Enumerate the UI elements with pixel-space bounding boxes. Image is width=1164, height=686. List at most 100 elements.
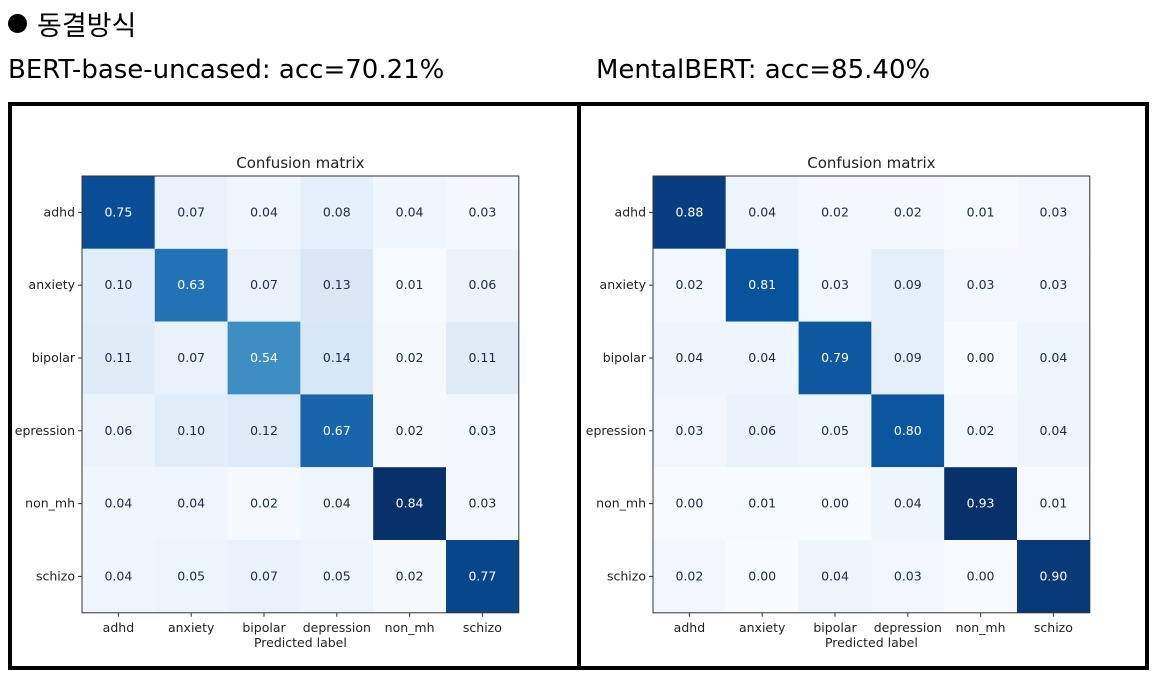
chart-frame-mentalbert: Confusion matrix 0.88 0.04 0.02 0.02 0.01 0.03… bbox=[577, 102, 1149, 670]
matrix-cell bbox=[82, 248, 155, 322]
y-tick-label: bipolar bbox=[32, 350, 76, 365]
matrix-cell bbox=[871, 467, 945, 540]
matrix-cell bbox=[1017, 248, 1090, 322]
cell-value-label: 0.04 bbox=[748, 350, 776, 365]
matrix-cell bbox=[798, 394, 872, 468]
x-tick-label: anxiety bbox=[739, 620, 786, 635]
matrix-cell bbox=[227, 394, 301, 468]
cell-value-label: 0.04 bbox=[748, 204, 776, 219]
chart-title: Confusion matrix bbox=[807, 154, 935, 172]
matrix-cell bbox=[82, 467, 155, 540]
matrix-cell bbox=[154, 176, 228, 249]
matrix-cell bbox=[871, 321, 945, 395]
confusion-matrix-mentalbert: Confusion matrix 0.88 0.04 0.02 0.02 0.01 0.03… bbox=[586, 154, 1091, 650]
cell-value-label: 0.03 bbox=[468, 423, 496, 438]
matrix-cell bbox=[725, 394, 799, 468]
matrix-cell bbox=[446, 540, 519, 613]
matrix-cell bbox=[154, 467, 228, 540]
plot-border bbox=[81, 175, 520, 614]
cell-value-label: 0.03 bbox=[468, 204, 496, 219]
matrix-cell bbox=[944, 248, 1017, 322]
bullet-icon bbox=[8, 14, 27, 33]
cell-value-label: 0.04 bbox=[396, 204, 424, 219]
matrix-cell bbox=[154, 248, 228, 322]
cell-value-label: 0.03 bbox=[468, 496, 496, 511]
cell-value-label: 0.02 bbox=[967, 423, 995, 438]
matrix-cell bbox=[227, 467, 301, 540]
cell-value-label: 0.02 bbox=[675, 568, 703, 583]
plot-border bbox=[652, 175, 1091, 614]
cell-value-label: 0.06 bbox=[104, 423, 132, 438]
cell-value-label: 0.04 bbox=[177, 496, 205, 511]
matrix-cell bbox=[798, 540, 872, 613]
x-axis-label: Predicted label bbox=[825, 635, 918, 650]
chart-frame-bert: Confusion matrix 0.75 0.07 0.04 0.08 0.04 0.03… bbox=[8, 102, 581, 670]
cell-value-label: 0.09 bbox=[894, 277, 922, 292]
cell-value-label: 0.10 bbox=[177, 423, 205, 438]
panel-title-bert: BERT-base-uncased: acc=70.21% bbox=[8, 55, 445, 85]
cell-value-label: 0.04 bbox=[250, 204, 278, 219]
x-tick-label: adhd bbox=[103, 620, 134, 635]
cell-value-label: 0.01 bbox=[967, 204, 995, 219]
matrix-cell bbox=[871, 176, 945, 249]
y-tick-label: epression bbox=[15, 423, 75, 438]
matrix-cell bbox=[653, 176, 726, 249]
matrix-cell bbox=[446, 321, 519, 395]
cell-value-label: 0.00 bbox=[675, 496, 703, 511]
cell-value-label: 0.05 bbox=[323, 568, 351, 583]
cell-value-label: 0.67 bbox=[323, 423, 351, 438]
matrix-cell bbox=[725, 540, 799, 613]
x-tick-label: depression bbox=[874, 620, 942, 635]
cell-value-label: 0.00 bbox=[967, 350, 995, 365]
matrix-cell bbox=[725, 248, 799, 322]
matrix-cell bbox=[154, 540, 228, 613]
cell-value-label: 0.07 bbox=[250, 568, 278, 583]
cell-value-label: 0.00 bbox=[821, 496, 849, 511]
cell-value-label: 0.04 bbox=[821, 568, 849, 583]
matrix-cell bbox=[798, 176, 872, 249]
cell-value-label: 0.02 bbox=[821, 204, 849, 219]
matrix-cell bbox=[82, 176, 155, 249]
x-axis-label: Predicted label bbox=[254, 635, 347, 650]
matrix-cell bbox=[446, 248, 519, 322]
cell-value-label: 0.03 bbox=[1039, 277, 1067, 292]
cell-value-label: 0.04 bbox=[1039, 423, 1067, 438]
matrix-cell bbox=[300, 321, 374, 395]
cell-value-label: 0.03 bbox=[821, 277, 849, 292]
matrix-cell bbox=[82, 540, 155, 613]
matrix-cell bbox=[300, 467, 374, 540]
cell-value-label: 0.09 bbox=[894, 350, 922, 365]
cell-value-label: 0.88 bbox=[675, 204, 703, 219]
cell-value-label: 0.75 bbox=[104, 204, 132, 219]
cell-value-label: 0.79 bbox=[821, 350, 849, 365]
cell-value-label: 0.04 bbox=[104, 496, 132, 511]
matrix-cell bbox=[653, 394, 726, 468]
matrix-cell bbox=[227, 321, 301, 395]
cell-value-label: 0.04 bbox=[675, 350, 703, 365]
y-tick-label: schizo bbox=[607, 568, 646, 583]
cell-value-label: 0.06 bbox=[468, 277, 496, 292]
cell-value-label: 0.00 bbox=[748, 568, 776, 583]
y-tick-label: adhd bbox=[615, 204, 646, 219]
matrix-cell bbox=[446, 467, 519, 540]
cell-value-label: 0.02 bbox=[250, 496, 278, 511]
x-tick-label: depression bbox=[303, 620, 371, 635]
cell-value-label: 0.03 bbox=[894, 568, 922, 583]
matrix-cell bbox=[154, 394, 228, 468]
cell-value-label: 0.02 bbox=[396, 423, 424, 438]
cell-value-label: 0.07 bbox=[177, 204, 205, 219]
cell-value-label: 0.05 bbox=[177, 568, 205, 583]
matrix-cell bbox=[82, 321, 155, 395]
cell-value-label: 0.01 bbox=[748, 496, 776, 511]
cell-value-label: 0.02 bbox=[894, 204, 922, 219]
matrix-cell bbox=[373, 176, 446, 249]
matrix-cell bbox=[446, 176, 519, 249]
cell-value-label: 0.04 bbox=[894, 496, 922, 511]
matrix-cell bbox=[653, 467, 726, 540]
matrix-cell bbox=[373, 467, 446, 540]
cell-value-label: 0.81 bbox=[748, 277, 776, 292]
cell-value-label: 0.05 bbox=[821, 423, 849, 438]
cell-value-label: 0.11 bbox=[104, 350, 132, 365]
matrix-cell bbox=[798, 467, 872, 540]
cell-value-label: 0.03 bbox=[967, 277, 995, 292]
